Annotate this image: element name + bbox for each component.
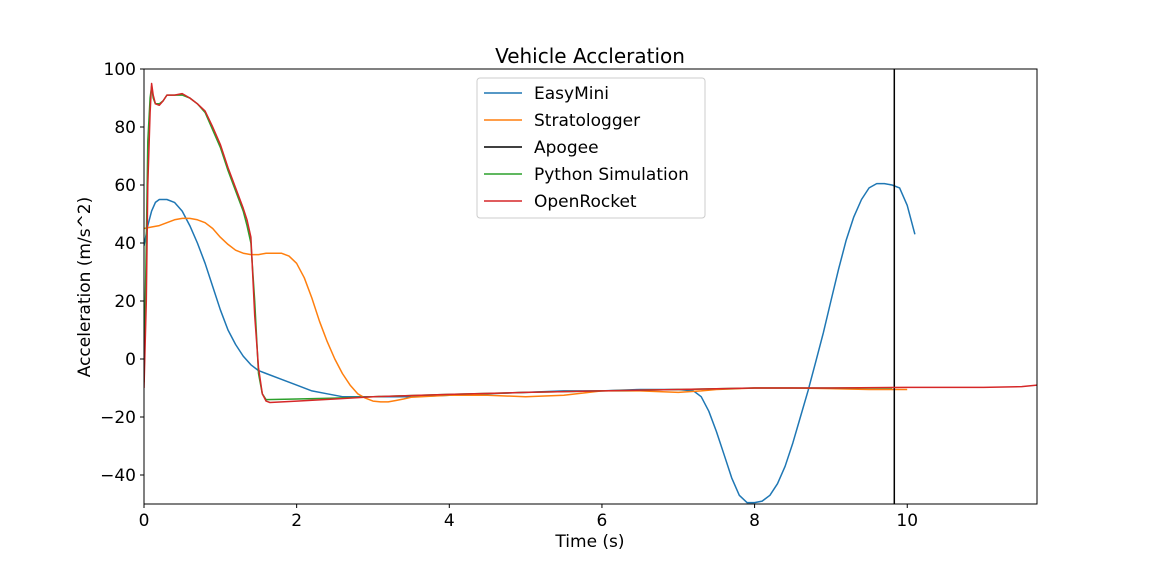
- x-axis-label: Time (s): [554, 532, 624, 552]
- x-tick-label: 6: [597, 511, 608, 531]
- legend-entry-label: Apogee: [534, 138, 599, 158]
- y-tick-label: 100: [104, 60, 136, 80]
- chart-title: Vehicle Accleration: [495, 44, 685, 68]
- x-tick-label: 8: [749, 511, 760, 531]
- ticks-layer: 0 2 4 6 8 10 −40 −20 0 20 40 60 80 100: [100, 60, 918, 531]
- y-tick-label: 20: [114, 292, 136, 312]
- y-axis-label: Acceleration (m/s^2): [75, 197, 95, 378]
- series-line-openrocket: [144, 82, 1037, 404]
- series-line-easymini: [144, 182, 916, 504]
- y-tick-label: 0: [125, 350, 136, 370]
- legend-entry-label: Python Simulation: [534, 165, 689, 185]
- legend-box: [476, 77, 706, 219]
- y-tick-label: 80: [114, 118, 136, 138]
- y-tick-label: −20: [100, 408, 136, 428]
- x-tick-label: 10: [896, 511, 918, 531]
- y-tick-label: −40: [100, 466, 136, 486]
- x-tick-label: 0: [139, 511, 150, 531]
- series-layer: [144, 69, 1037, 504]
- legend-entry-label: Stratologger: [534, 111, 640, 131]
- x-tick-label: 2: [291, 511, 302, 531]
- y-tick-label: 60: [114, 176, 136, 196]
- y-tick-label: 40: [114, 234, 136, 254]
- legend-entry-label: EasyMini: [534, 84, 609, 104]
- legend-entry-label: OpenRocket: [534, 192, 637, 212]
- legend: EasyMini Stratologger Apogee Python Simulat…: [476, 77, 706, 219]
- axes-frame: [143, 68, 1038, 505]
- x-tick-label: 4: [444, 511, 455, 531]
